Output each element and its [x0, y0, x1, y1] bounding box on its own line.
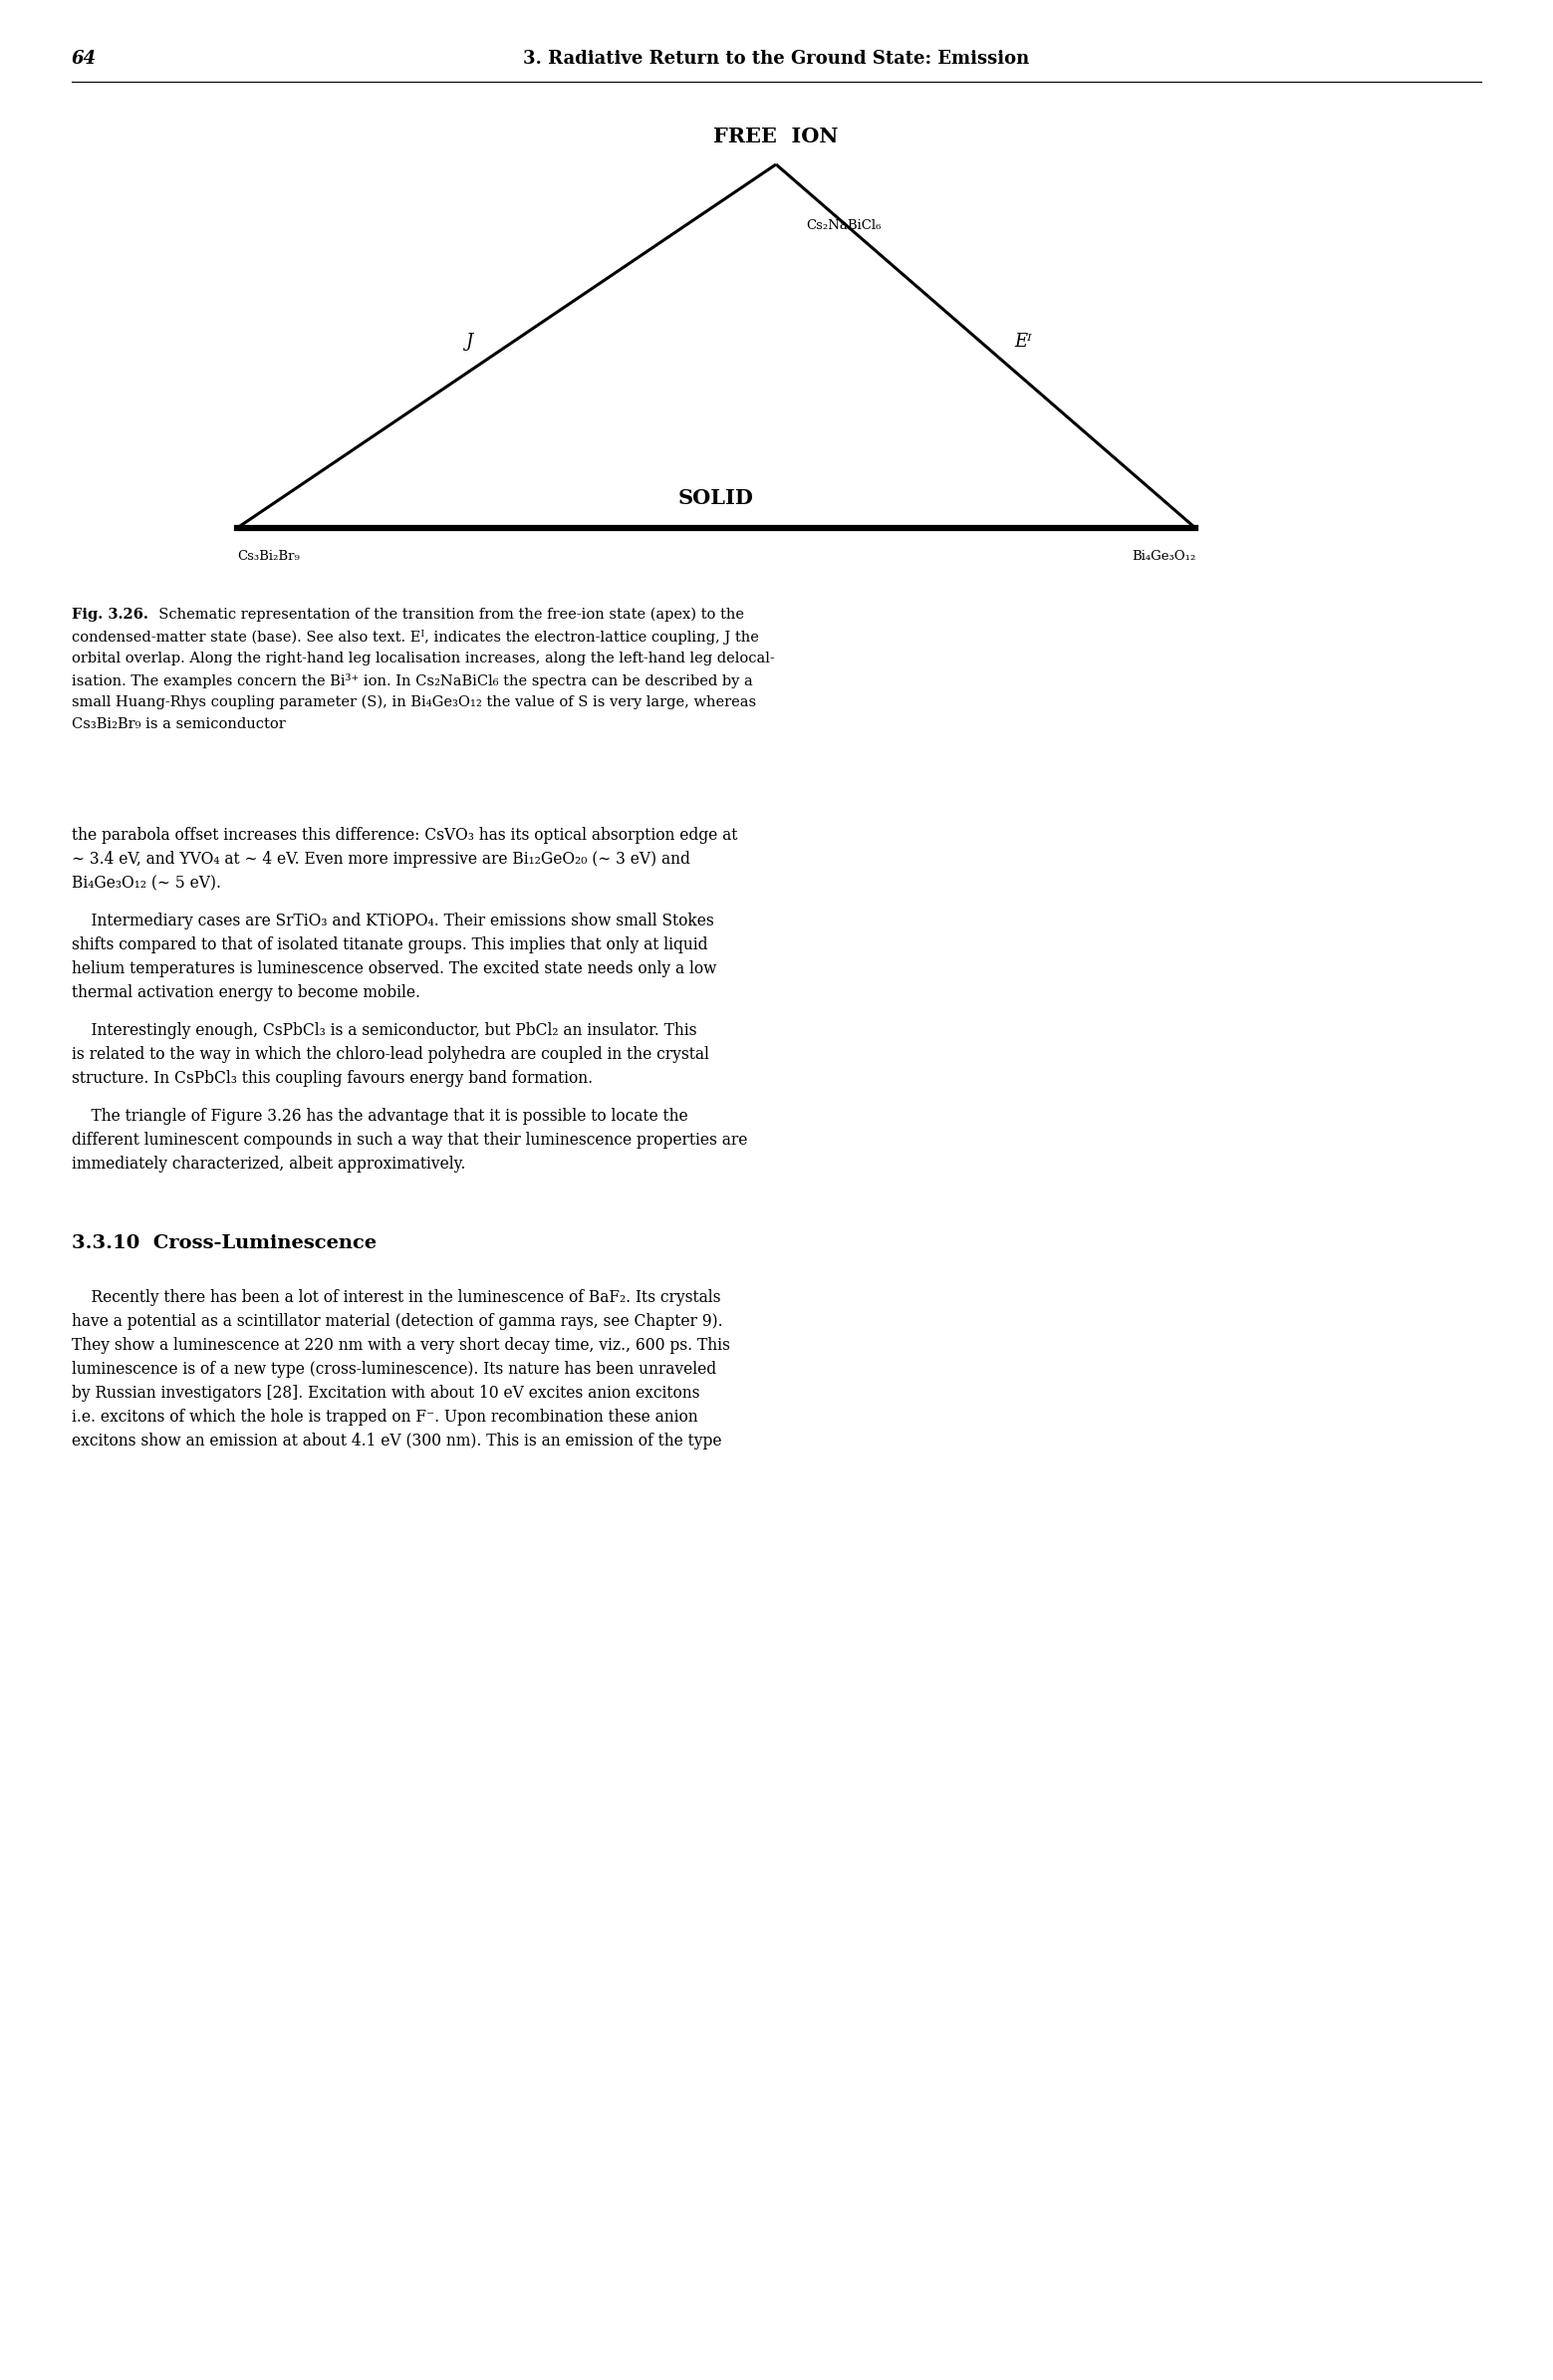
- Text: by Russian investigators [28]. Excitation with about 10 eV excites anion exciton: by Russian investigators [28]. Excitatio…: [71, 1385, 700, 1402]
- Text: shifts compared to that of isolated titanate groups. This implies that only at l: shifts compared to that of isolated tita…: [71, 935, 708, 954]
- Text: Intermediary cases are SrTiO₃ and KTiOPO₄. Their emissions show small Stokes: Intermediary cases are SrTiO₃ and KTiOPO…: [71, 912, 714, 931]
- Text: 3. Radiative Return to the Ground State: Emission: 3. Radiative Return to the Ground State:…: [523, 50, 1030, 67]
- Text: Bi₄Ge₃O₁₂: Bi₄Ge₃O₁₂: [1132, 550, 1196, 564]
- Text: structure. In CsPbCl₃ this coupling favours energy band formation.: structure. In CsPbCl₃ this coupling favo…: [71, 1071, 593, 1088]
- Text: isation. The examples concern the Bi³⁺ ion. In Cs₂NaBiCl₆ the spectra can be des: isation. The examples concern the Bi³⁺ i…: [71, 674, 753, 688]
- Text: have a potential as a scintillator material (detection of gamma rays, see Chapte: have a potential as a scintillator mater…: [71, 1314, 722, 1330]
- Text: They show a luminescence at 220 nm with a very short decay time, viz., 600 ps. T: They show a luminescence at 220 nm with …: [71, 1338, 730, 1354]
- Text: is related to the way in which the chloro-lead polyhedra are coupled in the crys: is related to the way in which the chlor…: [71, 1047, 710, 1064]
- Text: the parabola offset increases this difference: CsVO₃ has its optical absorption : the parabola offset increases this diffe…: [71, 826, 738, 845]
- Text: small Huang-Rhys coupling parameter (S), in Bi₄Ge₃O₁₂ the value of S is very lar: small Huang-Rhys coupling parameter (S),…: [71, 695, 756, 709]
- Text: different luminescent compounds in such a way that their luminescence properties: different luminescent compounds in such …: [71, 1133, 747, 1150]
- Text: Recently there has been a lot of interest in the luminescence of BaF₂. Its cryst: Recently there has been a lot of interes…: [71, 1290, 721, 1307]
- Text: Schematic representation of the transition from the free-ion state (apex) to the: Schematic representation of the transiti…: [149, 607, 744, 621]
- Text: Cs₃Bi₂Br₉ is a semiconductor: Cs₃Bi₂Br₉ is a semiconductor: [71, 716, 286, 731]
- Text: Fig. 3.26.: Fig. 3.26.: [71, 607, 148, 621]
- Text: helium temperatures is luminescence observed. The excited state needs only a low: helium temperatures is luminescence obse…: [71, 962, 716, 978]
- Text: SOLID: SOLID: [679, 488, 755, 507]
- Text: FREE  ION: FREE ION: [713, 126, 839, 148]
- Text: J: J: [464, 333, 472, 350]
- Text: Bi₄Ge₃O₁₂ (∼ 5 eV).: Bi₄Ge₃O₁₂ (∼ 5 eV).: [71, 876, 221, 892]
- Text: ∼ 3.4 eV, and YVO₄ at ∼ 4 eV. Even more impressive are Bi₁₂GeO₂₀ (∼ 3 eV) and: ∼ 3.4 eV, and YVO₄ at ∼ 4 eV. Even more …: [71, 850, 690, 869]
- Text: immediately characterized, albeit approximatively.: immediately characterized, albeit approx…: [71, 1157, 466, 1173]
- Text: Interestingly enough, CsPbCl₃ is a semiconductor, but PbCl₂ an insulator. This: Interestingly enough, CsPbCl₃ is a semic…: [71, 1021, 697, 1040]
- Text: i.e. excitons of which the hole is trapped on F⁻. Upon recombination these anion: i.e. excitons of which the hole is trapp…: [71, 1409, 697, 1426]
- Text: Cs₂NaBiCl₆: Cs₂NaBiCl₆: [806, 219, 881, 233]
- Text: excitons show an emission at about 4.1 eV (300 nm). This is an emission of the t: excitons show an emission at about 4.1 e…: [71, 1433, 722, 1449]
- Text: luminescence is of a new type (cross-luminescence). Its nature has been unravele: luminescence is of a new type (cross-lum…: [71, 1361, 716, 1378]
- Text: orbital overlap. Along the right-hand leg localisation increases, along the left: orbital overlap. Along the right-hand le…: [71, 652, 775, 666]
- Text: The triangle of Figure 3.26 has the advantage that it is possible to locate the: The triangle of Figure 3.26 has the adva…: [71, 1107, 688, 1126]
- Text: thermal activation energy to become mobile.: thermal activation energy to become mobi…: [71, 985, 421, 1002]
- Text: 64: 64: [71, 50, 96, 67]
- Text: 3.3.10  Cross-Luminescence: 3.3.10 Cross-Luminescence: [71, 1235, 377, 1252]
- Text: condensed-matter state (base). See also text. Eᴵ, indicates the electron-lattice: condensed-matter state (base). See also …: [71, 631, 759, 645]
- Text: Eᴵ: Eᴵ: [1014, 333, 1033, 350]
- Text: Cs₃Bi₂Br₉: Cs₃Bi₂Br₉: [238, 550, 300, 564]
